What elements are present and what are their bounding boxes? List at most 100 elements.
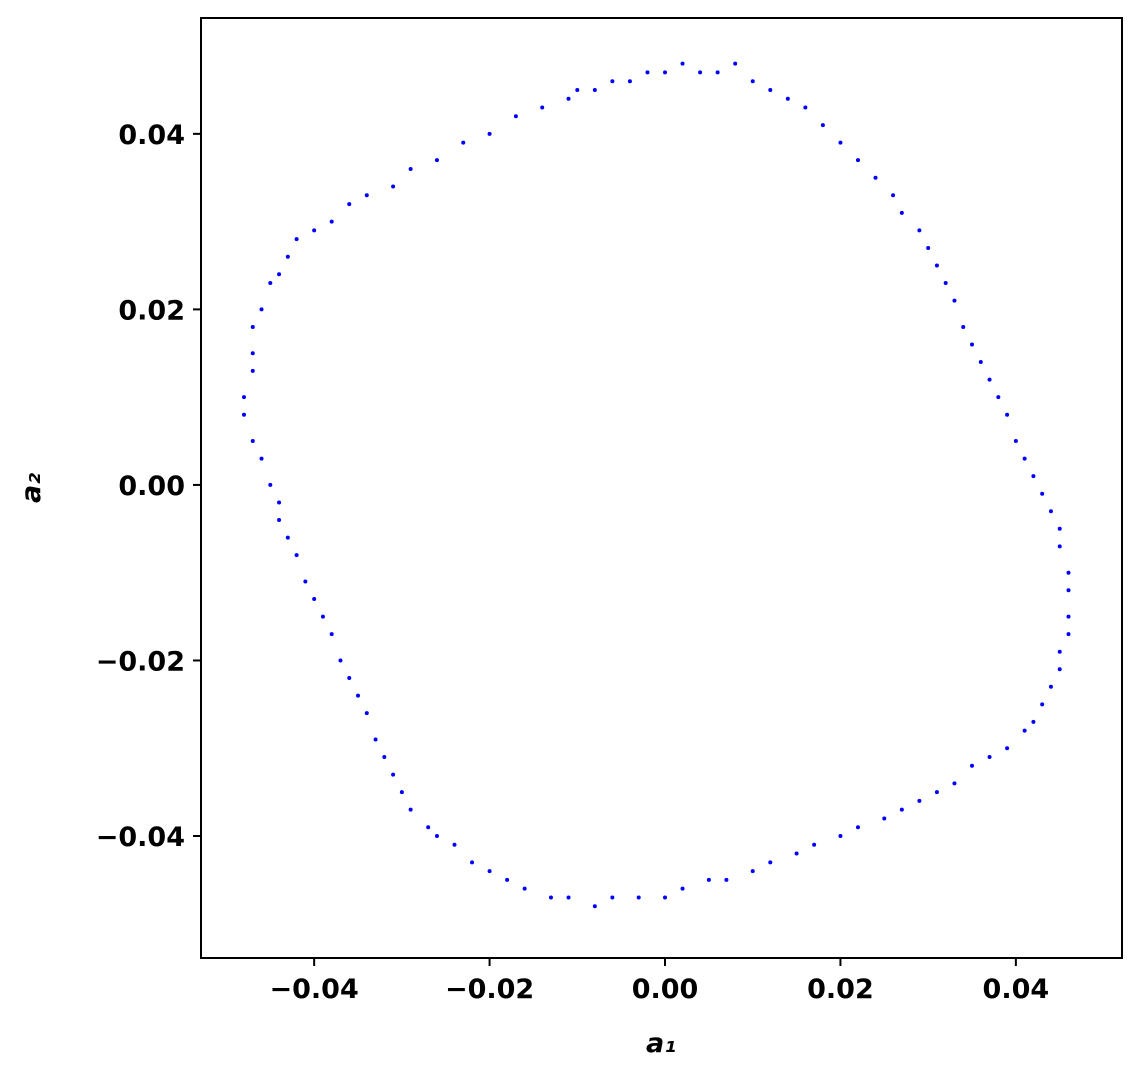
plot-frame [200,17,1123,959]
point [996,395,1001,400]
point [970,763,975,768]
point [391,184,396,189]
point [1048,684,1053,689]
point [1022,456,1027,461]
point [452,842,457,847]
point [917,798,922,803]
point [706,877,711,882]
point [1031,474,1036,479]
point [926,245,931,250]
y-tick-label: 0.00 [118,471,185,502]
point [329,632,334,637]
point [522,886,527,891]
point [610,79,615,84]
point [294,553,299,558]
point [277,500,282,505]
point [312,597,317,602]
point [434,158,439,163]
point [268,482,273,487]
point [855,825,860,830]
point [715,70,720,75]
point [1066,614,1071,619]
point [1040,702,1045,707]
point [698,70,703,75]
x-tick-label: 0.02 [807,974,874,1005]
point [1057,649,1062,654]
point [1066,632,1071,637]
point [329,219,334,224]
point [978,360,983,365]
point [338,658,343,663]
point [733,61,738,66]
point [285,254,290,259]
point [566,96,571,101]
point [882,816,887,821]
y-tick-label: 0.02 [118,295,185,326]
y-tick-label: −0.02 [96,646,185,677]
point [873,175,878,180]
point [794,851,799,856]
point [952,781,957,786]
point [1057,544,1062,549]
point [259,456,264,461]
point [399,790,404,795]
point [1031,719,1036,724]
point [1022,728,1027,733]
y-tick-label: 0.04 [118,120,185,151]
point [899,807,904,812]
point [663,895,668,900]
point [750,79,755,84]
point [961,324,966,329]
point [899,210,904,215]
point [250,439,255,444]
point [513,114,518,119]
point [1057,526,1062,531]
point [575,87,580,92]
x-tick-label: 0.04 [983,974,1050,1005]
point [934,790,939,795]
point [1066,570,1071,575]
point [426,825,431,830]
point [592,87,597,92]
point [487,869,492,874]
point [970,342,975,347]
point [680,61,685,66]
point [373,737,378,742]
point [636,895,641,900]
point [303,579,308,584]
point [540,105,545,110]
point [259,307,264,312]
point [1048,509,1053,514]
point [250,324,255,329]
point [487,131,492,136]
point [408,166,413,171]
point [943,281,948,286]
point [548,895,553,900]
point [917,228,922,233]
point [891,193,896,198]
point [803,105,808,110]
point [277,272,282,277]
point [347,202,352,207]
point [785,96,790,101]
point [347,676,352,681]
point [470,860,475,865]
point [750,869,755,874]
x-tick-label: −0.02 [445,974,534,1005]
point [952,298,957,303]
point [812,842,817,847]
point [250,351,255,356]
point [1040,491,1045,496]
point [592,904,597,909]
point [724,877,729,882]
point [987,377,992,382]
point [987,755,992,760]
point [408,807,413,812]
point [610,895,615,900]
x-tick-label: −0.04 [270,974,359,1005]
point [627,79,632,84]
point [680,886,685,891]
point [364,193,369,198]
